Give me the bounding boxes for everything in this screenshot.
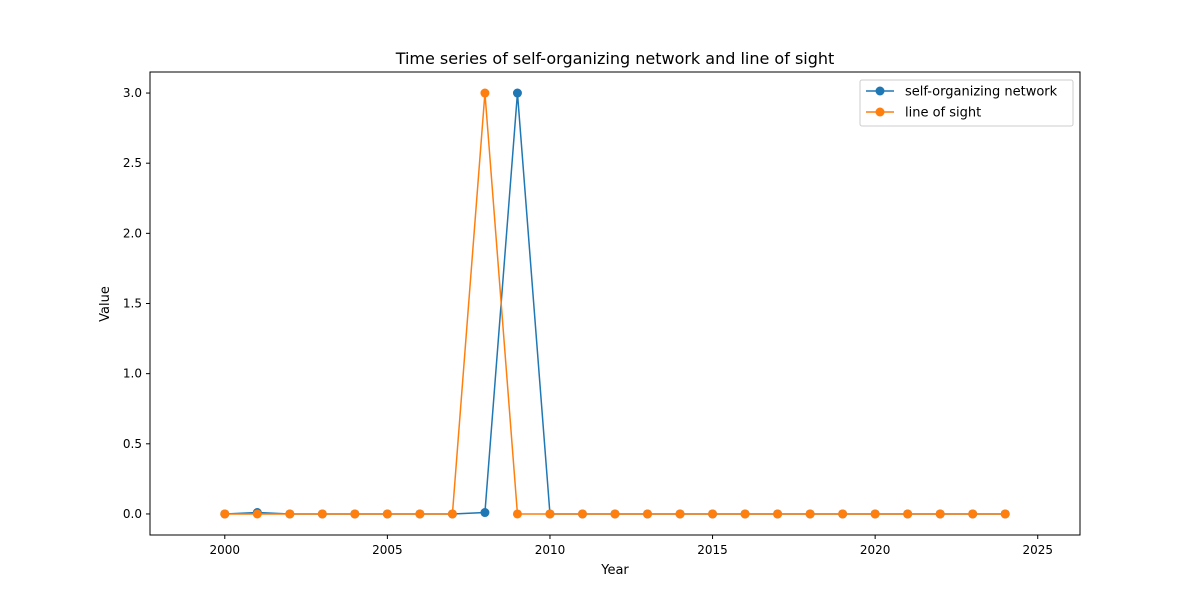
y-tick-label: 2.5: [123, 156, 142, 170]
legend-item: line of sight: [866, 106, 981, 121]
axes-frame: [149, 71, 1081, 536]
plot-area: [220, 88, 1010, 519]
chart-title: Time series of self-organizing network a…: [395, 49, 835, 68]
x-tick-label: 2010: [535, 543, 566, 557]
legend-marker: [875, 107, 885, 117]
data-point: [870, 509, 880, 519]
x-tick-label: 2005: [372, 543, 403, 557]
series-2: [220, 88, 1010, 519]
data-point: [1000, 509, 1010, 519]
data-point: [838, 509, 848, 519]
legend-label: self-organizing network: [905, 85, 1058, 100]
y-tick-label: 0.0: [123, 507, 142, 521]
data-point: [285, 509, 295, 519]
data-point: [968, 509, 978, 519]
data-point: [643, 509, 653, 519]
data-point: [447, 509, 457, 519]
data-point: [903, 509, 913, 519]
x-tick-label: 2025: [1022, 543, 1053, 557]
data-point: [415, 509, 425, 519]
data-point: [935, 509, 945, 519]
y-tick-label: 3.0: [123, 86, 142, 100]
data-point: [773, 509, 783, 519]
data-point: [317, 509, 327, 519]
data-point: [708, 509, 718, 519]
x-tick-label: 2000: [210, 543, 241, 557]
x-axis-label: Year: [600, 563, 629, 578]
legend-marker: [875, 86, 885, 96]
series-line: [224, 92, 1006, 515]
legend: self-organizing network line of sight: [859, 79, 1074, 127]
data-point: [545, 509, 555, 519]
data-point: [577, 509, 587, 519]
x-tick-label: 2020: [860, 543, 891, 557]
data-point: [805, 509, 815, 519]
data-point: [480, 88, 490, 98]
data-point: [675, 509, 685, 519]
data-point: [382, 509, 392, 519]
x-tick-label: 2015: [697, 543, 728, 557]
data-point: [512, 88, 522, 98]
y-tick-label: 1.5: [123, 297, 142, 311]
legend-label: line of sight: [905, 106, 981, 121]
y-axis: 0.0 0.5 1.0 1.5 2.0 2.5 3.0: [123, 86, 150, 521]
data-point: [252, 509, 262, 519]
data-point: [512, 509, 522, 519]
data-point: [480, 508, 490, 518]
y-tick-label: 0.5: [123, 437, 142, 451]
y-axis-label: Value: [98, 286, 113, 322]
legend-box: [859, 79, 1074, 127]
data-point: [740, 509, 750, 519]
data-point: [610, 509, 620, 519]
data-point: [220, 509, 230, 519]
y-tick-label: 2.0: [123, 226, 142, 240]
data-point: [350, 509, 360, 519]
series-line: [224, 92, 1006, 515]
y-tick-label: 1.0: [123, 367, 142, 381]
legend-item: self-organizing network: [866, 85, 1058, 100]
x-axis: 2000 2005 2010 2015 2020 2025: [210, 535, 1053, 557]
series-1: [220, 88, 1010, 519]
